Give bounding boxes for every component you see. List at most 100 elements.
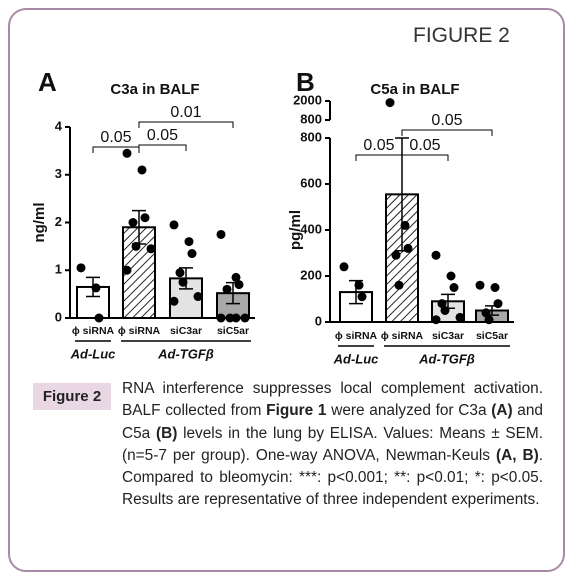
- group-label: Ad-Luc: [70, 346, 117, 361]
- data-point: [216, 313, 226, 323]
- data-point: [169, 296, 179, 306]
- panel-label: B: [296, 67, 315, 97]
- data-point: [91, 283, 101, 293]
- group-label: Ad-TGFβ: [157, 346, 214, 361]
- y-tick-label: 4: [55, 118, 63, 133]
- y-tick-label: 3: [55, 166, 62, 181]
- significance-bracket: [92, 146, 140, 153]
- data-point: [169, 220, 179, 230]
- data-point: [187, 249, 197, 259]
- figure-header: FIGURE 2: [413, 24, 510, 47]
- caption-run: levels in the lung by ELISA. Values: Mea…: [122, 424, 543, 464]
- data-point: [431, 315, 441, 325]
- data-point: [231, 272, 241, 282]
- chart-title: C5a in BALF: [370, 81, 459, 98]
- significance-label: 0.01: [170, 104, 201, 121]
- data-point: [184, 237, 194, 247]
- data-point: [440, 306, 450, 315]
- data-point: [178, 277, 188, 287]
- y-tick-label: 200: [300, 267, 322, 282]
- data-point: [475, 280, 485, 290]
- data-point: [354, 280, 364, 290]
- data-point: [493, 299, 503, 309]
- x-tick-label: ϕ siRNA: [118, 325, 161, 337]
- data-point: [449, 283, 459, 292]
- data-point: [137, 165, 147, 175]
- data-point: [481, 308, 491, 318]
- data-point: [339, 262, 349, 272]
- data-point: [385, 98, 395, 108]
- x-tick-label: ϕ siRNA: [381, 330, 424, 342]
- data-point: [216, 229, 226, 239]
- chart-title: C3a in BALF: [110, 81, 199, 98]
- group-label: Ad-Luc: [333, 351, 380, 366]
- caption-text: RNA interference suppresses local comple…: [122, 378, 543, 512]
- significance-label: 0.05: [431, 112, 462, 129]
- data-point: [240, 313, 250, 323]
- significance-label: 0.05: [100, 129, 131, 146]
- caption-label: Figure 2: [33, 383, 111, 410]
- caption-run: were analyzed for C3a: [326, 402, 492, 420]
- significance-bracket: [401, 154, 449, 161]
- y-tick-label: 600: [300, 175, 322, 190]
- panel-label: A: [38, 67, 57, 97]
- group-label: Ad-TGFβ: [418, 351, 475, 366]
- y-axis-label: pg/ml: [287, 210, 304, 250]
- y-tick-label: 800: [300, 111, 322, 126]
- y-tick-label: 0: [55, 309, 62, 324]
- significance-label: 0.05: [363, 137, 394, 154]
- x-tick-label: ϕ siRNA: [72, 325, 115, 337]
- significance-bracket: [138, 144, 187, 151]
- y-tick-label: 1: [55, 262, 62, 277]
- data-point: [122, 265, 132, 275]
- caption-run: (A, B): [495, 446, 539, 464]
- data-point: [400, 220, 410, 230]
- data-point: [128, 218, 138, 227]
- x-tick-label: siC5ar: [217, 325, 249, 337]
- data-point: [94, 313, 104, 323]
- data-point: [391, 250, 401, 260]
- data-point: [446, 271, 456, 281]
- caption-run: (A): [491, 402, 513, 420]
- data-point: [76, 263, 86, 273]
- data-point: [490, 283, 500, 292]
- y-tick-label: 400: [300, 221, 322, 236]
- caption-run: (B): [155, 424, 178, 442]
- data-point: [131, 241, 141, 251]
- data-point: [357, 292, 367, 302]
- significance-bracket: [355, 154, 403, 161]
- y-tick-label: 0: [315, 313, 322, 328]
- x-tick-label: siC3ar: [170, 325, 202, 337]
- data-point: [122, 148, 132, 158]
- caption-run: Figure 1: [266, 402, 327, 420]
- caption-run: and C5a: [122, 402, 543, 442]
- x-tick-label: siC5ar: [476, 330, 508, 342]
- y-tick-label: 2000: [293, 92, 322, 107]
- y-axis-label: ng/ml: [31, 203, 48, 243]
- data-point: [222, 284, 232, 294]
- data-point: [140, 213, 150, 223]
- data-point: [484, 315, 494, 325]
- x-tick-label: siC3ar: [432, 330, 464, 342]
- caption-run: RNA interference suppresses local comple…: [122, 380, 543, 420]
- y-tick-label: 800: [300, 129, 322, 144]
- y-tick-label: 2: [55, 214, 62, 229]
- caption-run: . Compared to bleomycin: ***: p<0.001; *…: [122, 446, 543, 509]
- data-point: [437, 299, 447, 309]
- significance-label: 0.05: [147, 127, 178, 144]
- data-point: [146, 244, 156, 254]
- data-point: [175, 268, 185, 278]
- data-point: [193, 292, 203, 302]
- data-point: [403, 243, 413, 253]
- data-point: [431, 250, 441, 260]
- data-point: [234, 280, 244, 290]
- data-point: [231, 313, 241, 323]
- data-point: [394, 280, 404, 290]
- significance-bracket: [401, 129, 493, 136]
- x-tick-label: ϕ siRNA: [335, 330, 378, 342]
- data-point: [455, 312, 465, 322]
- significance-label: 0.05: [409, 137, 440, 154]
- figure-frame: [8, 8, 565, 572]
